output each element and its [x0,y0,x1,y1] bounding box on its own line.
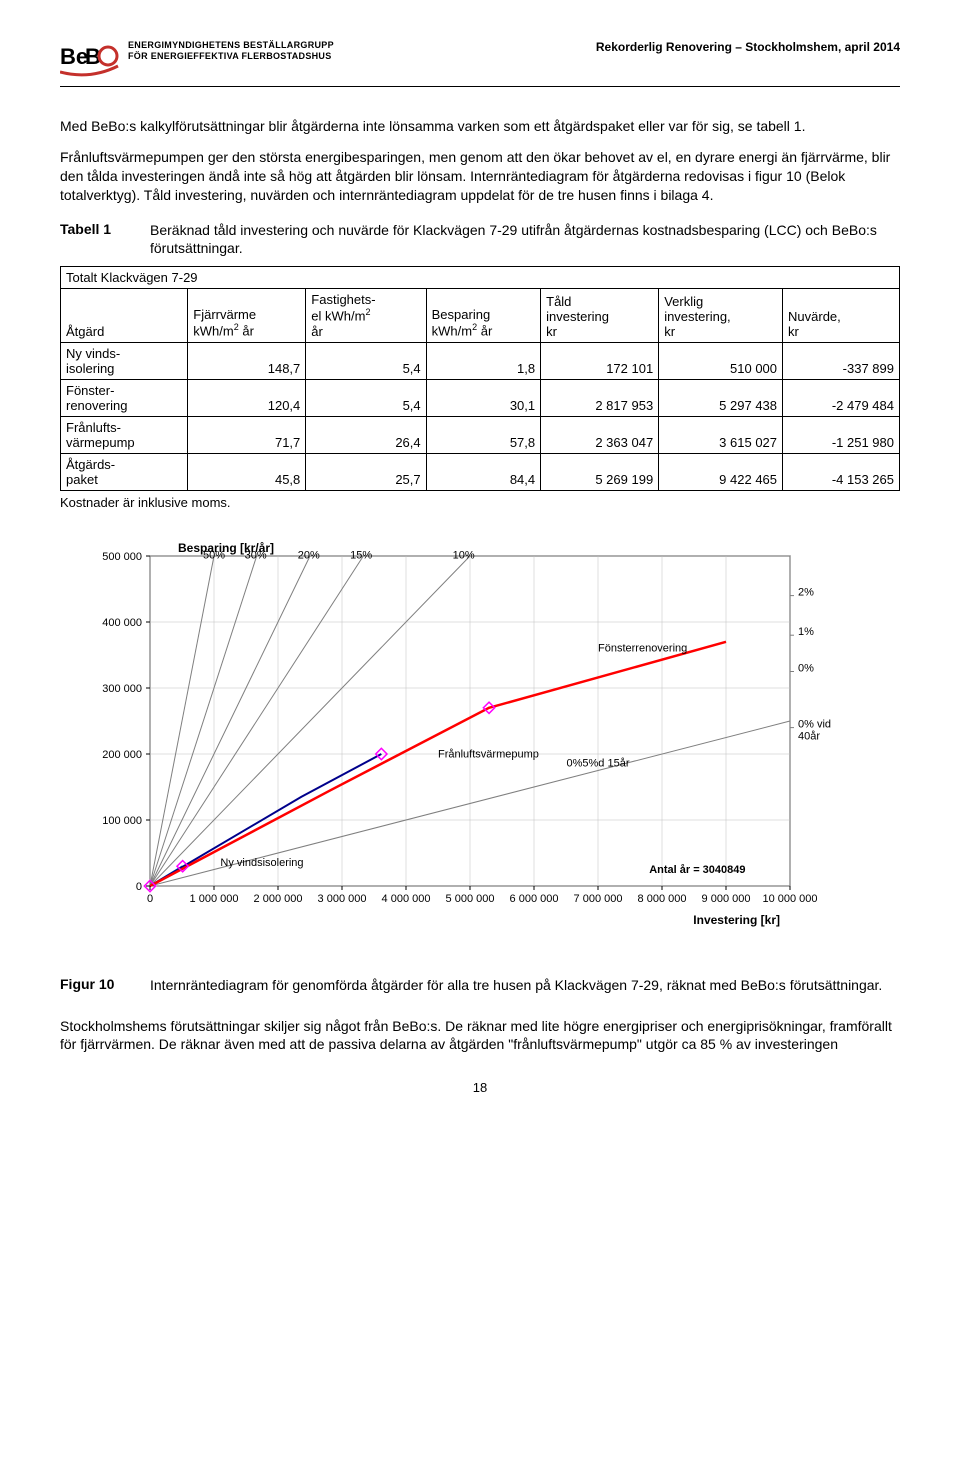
svg-text:Ny vindsisolering: Ny vindsisolering [220,857,303,869]
table-row: Fönster-renovering120,45,430,12 817 9535… [61,379,900,416]
cell-value: -4 153 265 [783,453,900,490]
bebo-logo-icon: Be B [60,40,120,80]
row-name: Åtgärds-paket [61,453,188,490]
internal-rate-chart: 0%5%d 15år10%15%20%30%50%2%1%0%0% vid40å… [60,536,860,956]
tabell1-label: Tabell 1 [60,221,130,259]
svg-text:Investering [kr]: Investering [kr] [693,913,780,927]
svg-text:10%: 10% [453,549,475,561]
org-line1: ENERGIMYNDIGHETENS BESTÄLLARGRUPP [128,40,334,51]
cell-value: 510 000 [659,342,783,379]
logo-block: Be B ENERGIMYNDIGHETENS BESTÄLLARGRUPP F… [60,40,334,80]
svg-text:1%: 1% [798,626,814,638]
cell-value: 45,8 [188,453,306,490]
svg-text:1 000 000: 1 000 000 [190,893,239,905]
svg-text:8 000 000: 8 000 000 [638,893,687,905]
cell-value: 71,7 [188,416,306,453]
cell-value: 172 101 [541,342,659,379]
page-number: 18 [60,1080,900,1095]
table-title-row: Totalt Klackvägen 7-29 [61,267,900,289]
tabell1-caption: Beräknad tåld investering och nuvärde fö… [150,221,900,259]
row-name: Ny vinds-isolering [61,342,188,379]
svg-text:40år: 40år [798,730,820,742]
svg-text:Fönsterrenovering: Fönsterrenovering [598,642,687,654]
svg-text:3 000 000: 3 000 000 [318,893,367,905]
cell-value: -2 479 484 [783,379,900,416]
svg-text:10 000 000: 10 000 000 [762,893,817,905]
row-name: Frånlufts-värmepump [61,416,188,453]
col-tald: Tåld investering kr [541,289,659,342]
col-besparing: Besparing kWh/m2 år [426,289,540,342]
table-row: Ny vinds-isolering148,75,41,8172 101510 … [61,342,900,379]
svg-text:200 000: 200 000 [102,749,142,761]
svg-text:5 000 000: 5 000 000 [446,893,495,905]
svg-text:Antal år = 3040849: Antal år = 3040849 [649,863,745,875]
cell-value: 57,8 [426,416,540,453]
doc-title: Rekorderlig Renovering – Stockholmshem, … [596,40,900,54]
svg-text:0%5%d 15år: 0%5%d 15år [567,757,630,769]
cell-value: 5 297 438 [659,379,783,416]
svg-text:9 000 000: 9 000 000 [702,893,751,905]
org-name: ENERGIMYNDIGHETENS BESTÄLLARGRUPP FÖR EN… [128,40,334,63]
svg-text:0%: 0% [798,662,814,674]
cell-value: 25,7 [306,453,426,490]
cell-value: 26,4 [306,416,426,453]
svg-text:6 000 000: 6 000 000 [510,893,559,905]
tabell1-block: Tabell 1 Beräknad tåld investering och n… [60,221,900,259]
figur10-label: Figur 10 [60,976,130,995]
cell-value: 3 615 027 [659,416,783,453]
table-row: Åtgärds-paket45,825,784,45 269 1999 422 … [61,453,900,490]
col-atgard: Åtgärd [61,289,188,342]
col-verklig: Verklig investering, kr [659,289,783,342]
svg-text:400 000: 400 000 [102,617,142,629]
svg-text:500 000: 500 000 [102,551,142,563]
paragraph-2: Frånluftsvärmepumpen ger den största ene… [60,148,900,205]
table-note: Kostnader är inklusive moms. [60,495,900,510]
cell-value: 2 817 953 [541,379,659,416]
svg-text:300 000: 300 000 [102,683,142,695]
svg-text:Be: Be [60,44,88,69]
paragraph-1: Med BeBo:s kalkylförutsättningar blir åt… [60,117,900,136]
svg-text:0: 0 [136,881,142,893]
svg-text:Besparing [kr/år]: Besparing [kr/år] [178,541,274,555]
cell-value: 84,4 [426,453,540,490]
cell-value: -1 251 980 [783,416,900,453]
table-row: Frånlufts-värmepump71,726,457,82 363 047… [61,416,900,453]
summary-table: Totalt Klackvägen 7-29 Åtgärd Fjärrvärme… [60,266,900,490]
cell-value: 30,1 [426,379,540,416]
cell-value: 5,4 [306,342,426,379]
cell-value: -337 899 [783,342,900,379]
cell-value: 9 422 465 [659,453,783,490]
cell-value: 5,4 [306,379,426,416]
col-fastighetsel: Fastighets- el kWh/m2 år [306,289,426,342]
cell-value: 1,8 [426,342,540,379]
chart-container: 0%5%d 15år10%15%20%30%50%2%1%0%0% vid40å… [60,536,900,956]
svg-text:0: 0 [147,893,153,905]
svg-text:20%: 20% [298,549,320,561]
figur10-block: Figur 10 Internräntediagram för genomför… [60,976,900,995]
table-header-row: Åtgärd Fjärrvärme kWh/m2 år Fastighets- … [61,289,900,342]
row-name: Fönster-renovering [61,379,188,416]
page-header: Be B ENERGIMYNDIGHETENS BESTÄLLARGRUPP F… [60,40,900,87]
svg-text:15%: 15% [350,549,372,561]
col-nuvarde: Nuvärde, kr [783,289,900,342]
paragraph-3: Stockholmshems förutsättningar skiljer s… [60,1017,900,1055]
table-title: Totalt Klackvägen 7-29 [61,267,900,289]
svg-text:100 000: 100 000 [102,815,142,827]
svg-text:0% vid: 0% vid [798,718,831,730]
cell-value: 5 269 199 [541,453,659,490]
svg-text:4 000 000: 4 000 000 [382,893,431,905]
org-line2: FÖR ENERGIEFFEKTIVA FLERBOSTADSHUS [128,51,334,62]
cell-value: 148,7 [188,342,306,379]
col-fjarrvarme: Fjärrvärme kWh/m2 år [188,289,306,342]
svg-text:Frånluftsvärmepump: Frånluftsvärmepump [438,748,539,760]
cell-value: 120,4 [188,379,306,416]
cell-value: 2 363 047 [541,416,659,453]
figur10-caption: Internräntediagram för genomförda åtgärd… [150,976,882,995]
svg-text:2 000 000: 2 000 000 [254,893,303,905]
svg-text:2%: 2% [798,586,814,598]
svg-text:7 000 000: 7 000 000 [574,893,623,905]
